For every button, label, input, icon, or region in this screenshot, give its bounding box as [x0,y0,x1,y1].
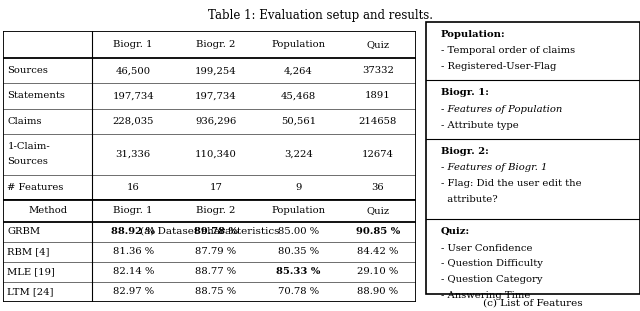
Text: 228,035: 228,035 [113,117,154,126]
Text: 29.10 %: 29.10 % [357,267,399,276]
Text: 88.75 %: 88.75 % [195,287,236,296]
Text: 70.78 %: 70.78 % [278,287,319,296]
Text: Biogr. 1: Biogr. 1 [113,206,153,215]
Text: attribute?: attribute? [440,195,497,204]
Text: 197,734: 197,734 [113,91,154,100]
Text: 88.90 %: 88.90 % [357,287,398,296]
Text: 31,336: 31,336 [116,150,151,159]
Text: - Question Category: - Question Category [440,275,542,284]
Text: Population:: Population: [440,30,505,39]
Text: 16: 16 [127,183,140,192]
Text: 85.33 %: 85.33 % [276,267,321,276]
Text: Biogr. 1:: Biogr. 1: [440,88,488,97]
Text: 936,296: 936,296 [195,117,236,126]
Text: 87.79 %: 87.79 % [195,247,236,256]
Text: 12674: 12674 [362,150,394,159]
Text: Table 1: Evaluation setup and results.: Table 1: Evaluation setup and results. [207,9,433,22]
Text: - Features of Population: - Features of Population [440,105,562,114]
Text: 84.42 %: 84.42 % [357,247,399,256]
Text: Quiz:: Quiz: [440,227,470,236]
Text: 88.92 %: 88.92 % [111,227,156,236]
Text: - Question Difficulty: - Question Difficulty [440,259,543,268]
Text: 110,340: 110,340 [195,150,237,159]
Text: 3,224: 3,224 [284,150,313,159]
Text: 45,468: 45,468 [281,91,316,100]
Text: MLE [19]: MLE [19] [7,267,55,276]
Text: 90.85 %: 90.85 % [356,227,400,236]
Text: 50,561: 50,561 [281,117,316,126]
Text: - Answering Time: - Answering Time [440,291,530,300]
Text: 82.97 %: 82.97 % [113,287,154,296]
Text: Population: Population [271,206,325,215]
Text: 214658: 214658 [358,117,397,126]
Text: # Features: # Features [7,183,64,192]
Text: - Features of Biogr. 1: - Features of Biogr. 1 [440,163,547,172]
Text: 9: 9 [295,183,301,192]
Text: 1-Claim-: 1-Claim- [7,142,50,151]
Text: 36: 36 [371,183,384,192]
Text: Quiz: Quiz [366,40,389,49]
Text: Sources: Sources [7,157,48,166]
Text: (c) List of Features: (c) List of Features [483,299,582,308]
Text: 89.78 %: 89.78 % [194,227,238,236]
Text: Sources: Sources [7,66,48,75]
Text: 81.36 %: 81.36 % [113,247,154,256]
Text: Biogr. 2:: Biogr. 2: [440,147,488,156]
Text: 88.77 %: 88.77 % [195,267,236,276]
Text: Biogr. 1: Biogr. 1 [113,40,153,49]
Text: Biogr. 2: Biogr. 2 [196,40,236,49]
Text: Population: Population [271,40,325,49]
Text: Quiz: Quiz [366,206,389,215]
Text: 82.14 %: 82.14 % [113,267,154,276]
Text: - User Confidence: - User Confidence [440,244,532,253]
Text: Statements: Statements [7,91,65,100]
Text: 37332: 37332 [362,66,394,75]
Text: 1891: 1891 [365,91,390,100]
Text: (a) Dataset characteristics: (a) Dataset characteristics [140,227,279,236]
Text: 46,500: 46,500 [116,66,151,75]
Text: 17: 17 [209,183,222,192]
Text: - Registered-User-Flag: - Registered-User-Flag [440,62,556,71]
Text: LTM [24]: LTM [24] [7,287,54,296]
Text: RBM [4]: RBM [4] [7,247,50,256]
Text: Biogr. 2: Biogr. 2 [196,206,236,215]
Text: - Flag: Did the user edit the: - Flag: Did the user edit the [440,179,581,188]
Text: 85.00 %: 85.00 % [278,227,319,236]
Text: Claims: Claims [7,117,42,126]
Text: 199,254: 199,254 [195,66,237,75]
Text: 197,734: 197,734 [195,91,237,100]
Text: 4,264: 4,264 [284,66,313,75]
Text: - Attribute type: - Attribute type [440,121,518,130]
Text: - Temporal order of claims: - Temporal order of claims [440,46,575,55]
Text: GRBM: GRBM [7,227,40,236]
Text: 80.35 %: 80.35 % [278,247,319,256]
Text: Method: Method [28,206,67,215]
